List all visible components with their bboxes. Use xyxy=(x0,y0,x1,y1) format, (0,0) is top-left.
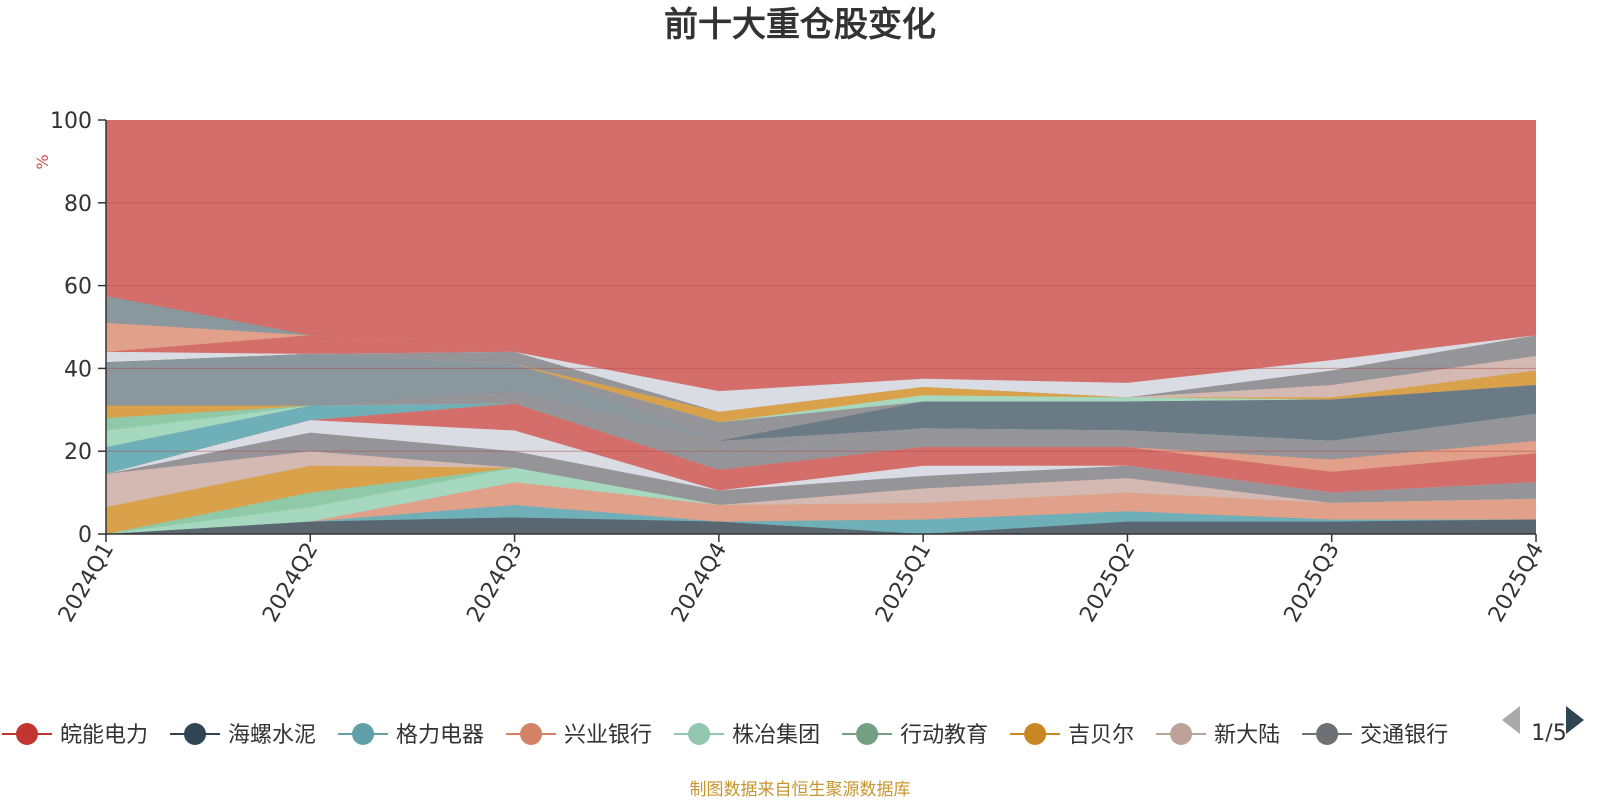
grid-lines xyxy=(106,202,1536,452)
legend-marker-1 xyxy=(184,723,207,745)
legend-item-7[interactable]: 新大陆 xyxy=(1156,723,1280,748)
legend-marker-3 xyxy=(520,723,543,745)
y-tick-label-3: 60 xyxy=(64,275,92,300)
legend-marker-4 xyxy=(688,723,711,745)
legend-label-3: 兴业银行 xyxy=(564,723,652,748)
legend-marker-0 xyxy=(16,723,38,745)
legend-label-5: 行动教育 xyxy=(900,723,988,748)
legend-label-6: 吉贝尔 xyxy=(1068,723,1134,748)
legend-item-8[interactable]: 交通银行 xyxy=(1302,723,1448,748)
legend-marker-5 xyxy=(856,723,879,745)
legend-item-1[interactable]: 海螺水泥 xyxy=(170,723,316,748)
legend-label-4: 株冶集团 xyxy=(732,723,820,748)
legend-marker-6 xyxy=(1024,723,1047,745)
chart-title: 前十大重仓股变化 xyxy=(664,5,936,45)
legend-item-6[interactable]: 吉贝尔 xyxy=(1010,723,1134,748)
y-tick-label-2: 40 xyxy=(64,357,92,382)
legend-item-3[interactable]: 兴业银行 xyxy=(506,723,652,748)
area-layers xyxy=(106,120,1536,534)
y-tick-label-1: 20 xyxy=(64,440,92,465)
legend-label-2: 格力电器 xyxy=(396,723,484,748)
x-tick-label-4: 2025Q1 xyxy=(871,539,936,627)
x-tick-label-6: 2025Q3 xyxy=(1280,539,1345,627)
next-page-icon[interactable] xyxy=(1566,706,1584,734)
legend-marker-7 xyxy=(1170,723,1193,745)
x-tick-label-3: 2024Q4 xyxy=(667,539,732,627)
legend-label-8: 交通银行 xyxy=(1360,723,1448,748)
x-tick-label-7: 2025Q4 xyxy=(1484,539,1549,627)
legend-page-indicator: 1/5 xyxy=(1531,721,1566,746)
legend-label-1: 海螺水泥 xyxy=(228,723,316,748)
data-source-note: 制图数据来自恒生聚源数据库 xyxy=(690,780,911,800)
prev-page-icon[interactable] xyxy=(1502,706,1520,734)
y-tick-label-4: 80 xyxy=(64,192,92,217)
x-tick-label-5: 2025Q2 xyxy=(1075,539,1140,627)
legend[interactable]: 皖能电力 海螺水泥 格力电器 兴业银行 株冶集团 行动教育 吉贝尔 新大陆 交通银行 xyxy=(2,723,1448,748)
area-layer-0 xyxy=(106,517,1536,534)
y-tick-label-5: 100 xyxy=(50,109,92,134)
legend-marker-2 xyxy=(352,723,375,745)
legend-label-0: 皖能电力 xyxy=(60,723,148,748)
y-tick-label-0: 0 xyxy=(78,523,92,548)
legend-item-2[interactable]: 格力电器 xyxy=(338,723,484,748)
legend-pager[interactable]: 1/5 xyxy=(1502,706,1584,746)
y-axis-label: % xyxy=(33,154,52,169)
legend-item-0[interactable]: 皖能电力 xyxy=(2,723,148,748)
legend-item-5[interactable]: 行动教育 xyxy=(842,723,988,748)
x-tick-label-0: 2024Q1 xyxy=(54,539,119,627)
legend-item-4[interactable]: 株冶集团 xyxy=(674,723,820,748)
x-tick-label-1: 2024Q2 xyxy=(258,539,323,627)
x-tick-label-2: 2024Q3 xyxy=(462,539,527,627)
legend-label-7: 新大陆 xyxy=(1214,723,1280,748)
legend-marker-8 xyxy=(1316,723,1339,745)
